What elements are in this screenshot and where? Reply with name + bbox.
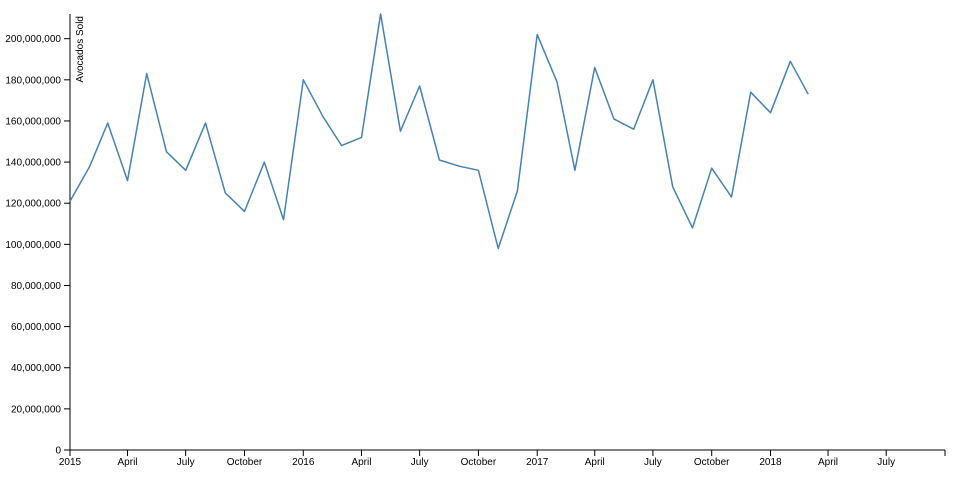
x-axis-ticks: 2015 April July October 2016 April July October… bbox=[59, 450, 946, 468]
y-tick-label: 80,000,000 bbox=[11, 281, 61, 292]
x-tick-label: April bbox=[351, 457, 371, 468]
x-tick-label: April bbox=[818, 457, 838, 468]
x-tick-label: October bbox=[461, 457, 497, 468]
y-tick-label: 160,000,000 bbox=[5, 116, 61, 127]
x-tick-label: 2015 bbox=[59, 457, 82, 468]
y-tick-label: 100,000,000 bbox=[5, 240, 61, 251]
y-tick-label: 140,000,000 bbox=[5, 158, 61, 169]
x-axis: 2015 April July October 2016 April July October… bbox=[59, 449, 946, 468]
x-tick-label: July bbox=[411, 457, 429, 468]
series-layer bbox=[69, 13, 809, 250]
series-line bbox=[69, 13, 809, 250]
y-tick-label: 60,000,000 bbox=[11, 322, 61, 333]
y-tick-label: 20,000,000 bbox=[11, 404, 61, 415]
x-tick-label: April bbox=[585, 457, 605, 468]
x-tick-label: October bbox=[227, 457, 263, 468]
x-tick-label: April bbox=[118, 457, 138, 468]
x-tick-label: October bbox=[694, 457, 730, 468]
x-tick-label: 2016 bbox=[292, 457, 315, 468]
x-tick-label: July bbox=[644, 457, 662, 468]
y-axis-title: Avocados Sold bbox=[75, 16, 86, 83]
x-tick-label: 2018 bbox=[759, 457, 782, 468]
y-axis: 0 20,000,000 40,000,000 60,000,000 80,000,00… bbox=[5, 14, 86, 457]
y-axis-ticks: 0 20,000,000 40,000,000 60,000,000 80,000,00… bbox=[5, 34, 70, 457]
y-tick-label: 0 bbox=[55, 446, 61, 457]
x-tick-label: 2017 bbox=[526, 457, 549, 468]
y-tick-label: 200,000,000 bbox=[5, 34, 61, 45]
x-tick-label: July bbox=[877, 457, 895, 468]
y-tick-label: 120,000,000 bbox=[5, 199, 61, 210]
x-tick-label: July bbox=[177, 457, 195, 468]
y-tick-label: 180,000,000 bbox=[5, 75, 61, 86]
y-tick-label: 40,000,000 bbox=[11, 363, 61, 374]
